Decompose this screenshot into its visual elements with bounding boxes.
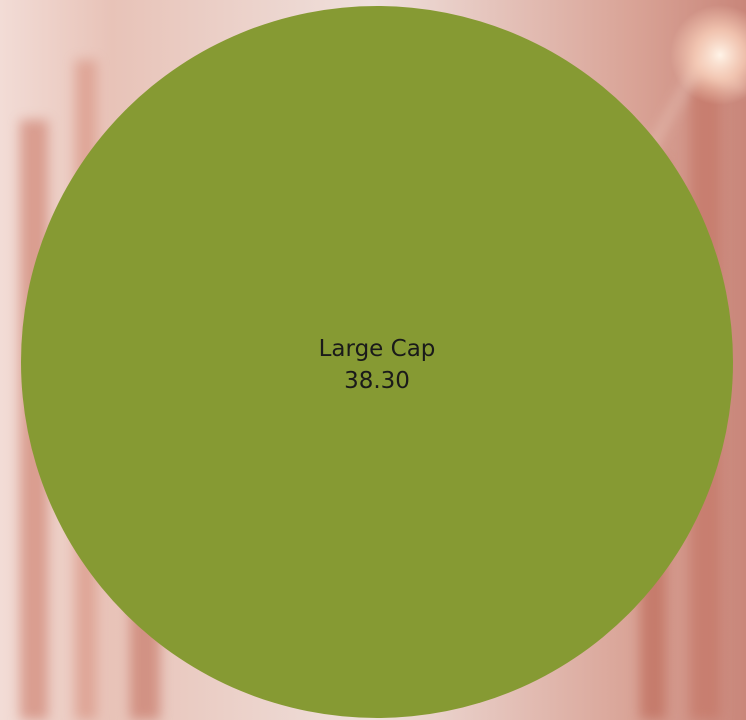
pie-slice [21, 6, 733, 718]
slice-value-label: 38.30 [344, 368, 410, 394]
pie-labels: Large Cap 38.30 [319, 336, 436, 394]
pie-slices [21, 6, 733, 718]
slice-label: Large Cap [319, 336, 436, 362]
